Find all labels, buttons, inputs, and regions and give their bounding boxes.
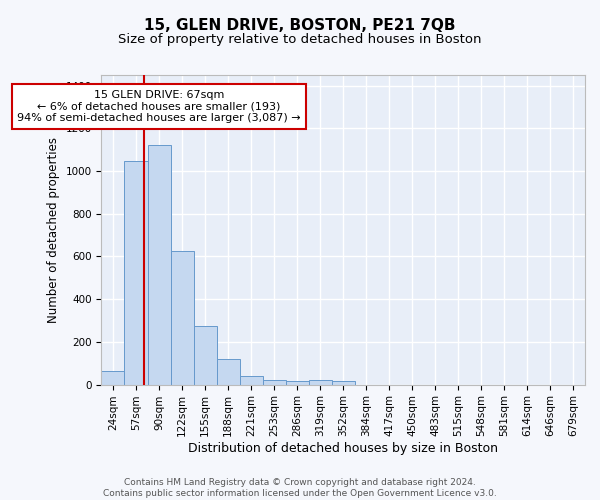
Bar	[101, 372, 124, 384]
Text: 15 GLEN DRIVE: 67sqm
← 6% of detached houses are smaller (193)
94% of semi-detac: 15 GLEN DRIVE: 67sqm ← 6% of detached ho…	[17, 90, 301, 123]
Bar	[308, 380, 332, 384]
Text: 15, GLEN DRIVE, BOSTON, PE21 7QB: 15, GLEN DRIVE, BOSTON, PE21 7QB	[144, 18, 456, 32]
Bar	[170, 251, 194, 384]
Text: Contains HM Land Registry data © Crown copyright and database right 2024.
Contai: Contains HM Land Registry data © Crown c…	[103, 478, 497, 498]
Bar	[124, 161, 148, 384]
Y-axis label: Number of detached properties: Number of detached properties	[47, 137, 60, 323]
Bar	[286, 382, 308, 384]
Bar	[239, 376, 263, 384]
Bar	[148, 146, 170, 384]
X-axis label: Distribution of detached houses by size in Boston: Distribution of detached houses by size …	[188, 442, 498, 455]
Text: Size of property relative to detached houses in Boston: Size of property relative to detached ho…	[118, 32, 482, 46]
Bar	[217, 359, 239, 384]
Bar	[332, 382, 355, 384]
Bar	[194, 326, 217, 384]
Bar	[263, 380, 286, 384]
